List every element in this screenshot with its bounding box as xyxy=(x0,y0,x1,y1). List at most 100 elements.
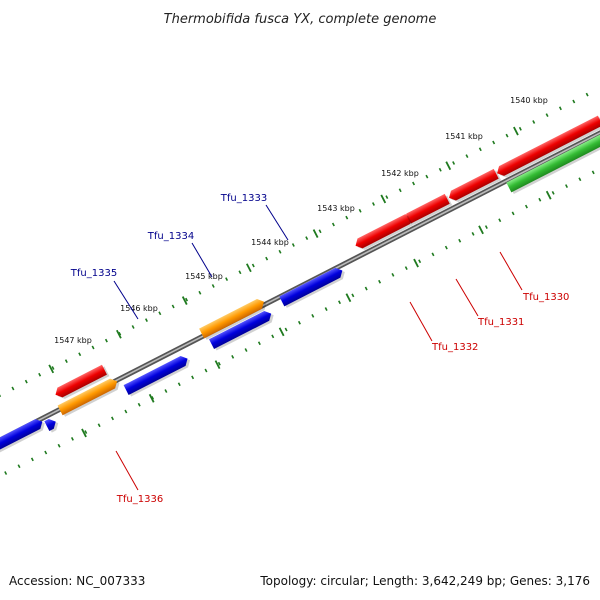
gene-arrow-tfu-1334-cds[interactable] xyxy=(199,296,269,341)
minor-tick-outer xyxy=(118,331,122,336)
major-tick-inner-0 xyxy=(545,190,552,200)
tick-label: 1545 kbp xyxy=(185,272,223,281)
minor-tick-inner xyxy=(591,170,595,175)
major-tick-inner-6 xyxy=(148,393,155,403)
gene-label[interactable]: Tfu_1336 xyxy=(116,494,163,505)
minor-tick-inner xyxy=(578,177,582,182)
minor-tick-inner xyxy=(364,286,368,291)
minor-tick-outer xyxy=(518,126,522,131)
minor-tick-outer xyxy=(425,174,429,179)
minor-tick-outer xyxy=(358,208,362,213)
minor-tick-inner xyxy=(391,273,395,277)
minor-tick-inner xyxy=(57,443,61,448)
gene-label[interactable]: Tfu_1331 xyxy=(477,317,524,328)
minor-tick-inner xyxy=(4,471,8,475)
major-tick-inner-7 xyxy=(81,428,87,438)
minor-tick-inner xyxy=(284,327,288,332)
major-tick-outer-5 xyxy=(181,296,188,305)
minor-tick-inner xyxy=(324,307,328,311)
minor-tick-inner xyxy=(511,211,515,216)
minor-tick-outer xyxy=(171,304,175,309)
minor-tick-inner xyxy=(484,225,488,229)
leader-line xyxy=(499,251,523,291)
minor-tick-inner xyxy=(458,238,462,243)
tick-label: 1541 kbp xyxy=(445,132,483,141)
minor-tick-outer xyxy=(345,215,349,220)
major-tick-outer-7 xyxy=(48,364,55,374)
minor-tick-outer xyxy=(505,133,509,138)
minor-tick-inner xyxy=(164,389,168,393)
major-tick-inner-5 xyxy=(214,360,221,370)
minor-tick-outer xyxy=(558,106,562,111)
gene-label[interactable]: Tfu_1332 xyxy=(431,342,478,353)
gene-arrow-tfu-1336-cds[interactable] xyxy=(57,376,122,418)
minor-tick-outer xyxy=(412,181,416,186)
gene-arrow-left[interactable] xyxy=(0,416,47,456)
minor-tick-outer xyxy=(211,284,215,288)
minor-tick-inner xyxy=(124,409,128,414)
major-tick-outer-0 xyxy=(513,126,519,136)
minor-tick-inner xyxy=(524,204,528,209)
minor-tick-outer xyxy=(144,318,148,323)
minor-tick-outer xyxy=(465,154,469,159)
gene-arrow-tfu-1334[interactable] xyxy=(209,308,276,351)
gene-label[interactable]: Tfu_1335 xyxy=(70,268,117,279)
leader-line xyxy=(265,204,289,241)
major-tick-inner-4 xyxy=(278,327,285,337)
major-tick-outer-3 xyxy=(312,229,319,238)
map-title: Thermobifida fusca YX, complete genome xyxy=(164,12,437,27)
minor-tick-inner xyxy=(217,361,221,366)
minor-tick-outer xyxy=(305,236,309,241)
minor-tick-outer xyxy=(278,249,282,254)
minor-tick-outer xyxy=(158,311,162,316)
minor-tick-inner xyxy=(538,197,542,202)
minor-tick-inner xyxy=(378,279,382,284)
minor-tick-inner xyxy=(231,355,235,359)
major-tick-outer-4 xyxy=(245,263,252,273)
minor-tick-outer xyxy=(331,222,335,227)
minor-tick-outer xyxy=(64,359,68,363)
minor-tick-inner xyxy=(137,402,141,407)
minor-tick-outer xyxy=(318,229,322,234)
gene-label[interactable]: Tfu_1334 xyxy=(147,231,194,242)
minor-tick-outer xyxy=(11,386,15,391)
minor-tick-outer xyxy=(251,263,255,268)
minor-tick-outer xyxy=(478,147,482,152)
minor-tick-outer xyxy=(532,120,536,124)
gene-arrow-tfu-1332[interactable] xyxy=(402,193,453,228)
gene-arrow-tfu-1335[interactable] xyxy=(123,353,193,397)
minor-tick-outer xyxy=(438,167,442,172)
minor-tick-inner xyxy=(70,437,74,441)
gene-labels: Tfu_1330 Tfu_1331 Tfu_1332 Tfu_1333 Tfu_1334… xyxy=(70,193,570,505)
gene-label[interactable]: Tfu_1330 xyxy=(522,292,569,303)
minor-tick-outer xyxy=(371,202,375,206)
minor-tick-inner xyxy=(17,464,21,469)
gene-arrow-small[interactable] xyxy=(44,416,60,433)
minor-tick-outer xyxy=(131,325,135,329)
minor-tick-outer xyxy=(265,256,269,261)
major-tick-outer-2 xyxy=(380,194,387,204)
minor-tick-outer xyxy=(24,379,28,384)
gene-label[interactable]: Tfu_1333 xyxy=(220,193,267,204)
leader-line xyxy=(409,301,433,342)
minor-tick-inner xyxy=(565,184,569,188)
gene-arrow-tfu-1336[interactable] xyxy=(53,364,110,402)
leader-line xyxy=(455,278,479,317)
gene-arrow-tfu-1330[interactable] xyxy=(495,115,600,181)
major-tick-inner-1 xyxy=(478,225,484,235)
minor-tick-inner xyxy=(244,348,248,352)
gene-arrow-tfu-1332b[interactable] xyxy=(353,213,414,253)
gene-arrow-green[interactable] xyxy=(506,126,600,194)
minor-tick-inner xyxy=(151,396,155,400)
minor-tick-outer xyxy=(198,290,202,295)
minor-tick-outer xyxy=(38,372,42,377)
gene-arrow-tfu-1331[interactable] xyxy=(447,168,502,205)
major-tick-outer-1 xyxy=(445,161,452,171)
tick-label: 1546 kbp xyxy=(120,304,158,313)
gene-arrow-tfu-1333[interactable] xyxy=(279,265,347,309)
minor-tick-inner xyxy=(351,293,355,298)
tick-label: 1542 kbp xyxy=(381,169,419,178)
minor-tick-inner xyxy=(418,259,422,264)
minor-tick-inner xyxy=(177,382,181,387)
